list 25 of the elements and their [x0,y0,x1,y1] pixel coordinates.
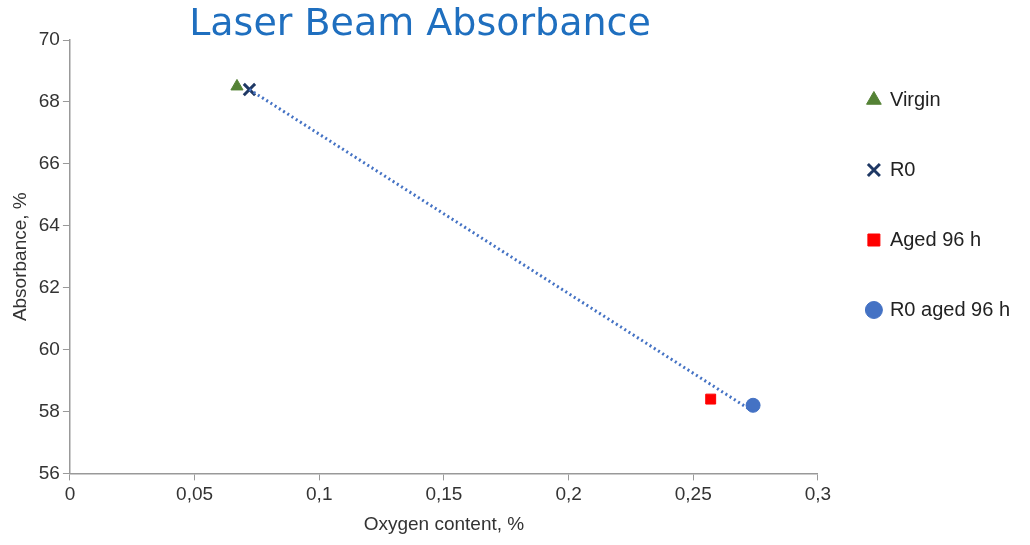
y-tick-label: 58 [38,399,60,421]
legend-label: R0 aged 96 h [889,297,1011,320]
x-tick-label: 0,05 [176,483,214,505]
chart-title: Laser Beam Absorbance [189,0,651,44]
x-tick-label: 0,15 [425,483,463,505]
point [745,397,761,413]
x-tick-label: 0,1 [306,483,333,505]
y-tick-label: 56 [38,461,60,483]
x-tick-label: 0 [64,483,76,505]
y-tick-label: 68 [38,90,60,112]
y-axis-title: Absorbance, % [8,192,30,322]
point [705,393,717,405]
y-tick-label: 62 [38,275,60,297]
y-tick-label: 60 [38,337,60,359]
y-tick-label: 70 [38,28,60,50]
legend-label: Virgin [889,87,941,110]
legend-label: Aged 96 h [889,227,982,250]
y-tick-label: 64 [38,213,61,235]
x-axis-title: Oxygen content, % [363,512,525,534]
x-tick-label: 0,2 [555,483,582,505]
x-tick-label: 0,25 [674,483,712,505]
x-tick-label: 0,3 [804,483,832,505]
point [230,78,244,91]
legend-label: R0 [889,157,916,180]
y-tick-label: 66 [38,152,60,174]
